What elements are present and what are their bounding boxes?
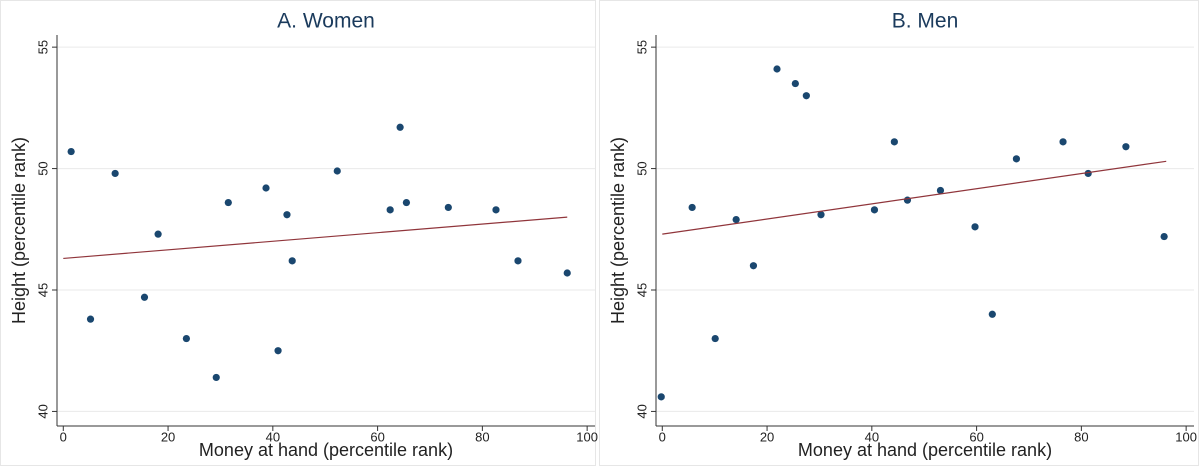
x-tick-label: 100 [1175,429,1197,444]
point [386,206,394,214]
point [140,293,149,301]
panel-border [0,0,596,466]
fit-line [63,216,568,260]
x-tick-label: 20 [161,429,175,444]
x-tick-label: 0 [659,429,666,444]
point [791,79,799,88]
point [890,138,898,146]
point [182,334,190,343]
x-tick-label: 60 [969,429,983,444]
point [773,65,781,73]
x-tick-label: 20 [760,429,774,444]
y-tick-label: 55 [634,40,649,54]
fit-line [662,160,1167,235]
point [402,198,411,207]
x-tick-label: 100 [576,429,598,444]
point [514,257,522,265]
point [224,198,232,207]
point [563,269,571,277]
x-tick-label: 40 [865,429,879,444]
point [262,184,270,192]
point [1160,232,1168,241]
point [870,206,879,214]
x-tick-label: 80 [475,429,489,444]
point [396,123,404,131]
point [988,310,996,318]
point [492,206,500,214]
point [817,211,825,219]
point [657,393,665,401]
point [444,203,452,212]
point [732,215,740,224]
panel: A. Women 40 45 50 55 0 20 40 60 80 100 Money at han… [0,0,598,466]
y-tick-label: 55 [35,40,50,54]
point [86,315,95,323]
point [212,373,220,382]
point [1122,143,1130,151]
point [1059,138,1067,146]
point [274,347,282,355]
y-tick-label: 45 [35,283,50,297]
y-tick-label: 40 [35,404,50,418]
point [903,196,912,204]
point [688,203,696,212]
point [802,92,810,100]
point [711,334,719,343]
x-tick-label: 40 [266,429,280,444]
point [283,211,291,219]
chart-title: B. Men [892,10,959,33]
panel: B. Men 40 45 50 55 0 20 40 60 80 100 Money at hand … [599,0,1199,466]
point [936,186,945,195]
point [1084,169,1092,178]
x-axis-label: Money at hand (percentile rank) [798,440,1052,460]
panel-border [599,0,1199,466]
point [67,147,75,156]
chart-title: A. Women [277,10,375,33]
point [288,257,296,265]
y-axis-label: Height (percentile rank) [9,137,29,324]
point [154,230,162,238]
x-tick-label: 0 [60,429,67,444]
x-axis-label: Money at hand (percentile rank) [199,440,453,460]
y-tick-label: 45 [634,283,649,297]
point [111,169,119,178]
point [333,167,341,175]
y-tick-label: 50 [634,161,649,175]
y-tick-label: 40 [634,404,649,418]
x-tick-label: 80 [1074,429,1088,444]
point [971,223,979,231]
y-tick-label: 50 [35,161,50,175]
y-axis-label: Height (percentile rank) [608,137,628,324]
point [1012,155,1021,163]
x-tick-label: 60 [370,429,384,444]
point [749,262,758,270]
